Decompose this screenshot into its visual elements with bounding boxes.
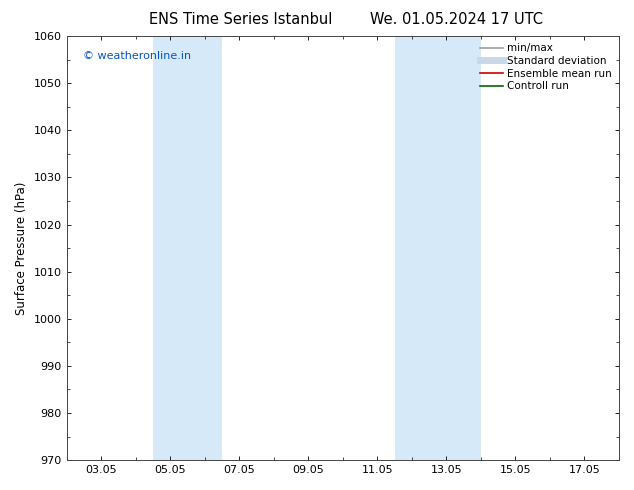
Bar [394,36,481,460]
Text: We. 01.05.2024 17 UTC: We. 01.05.2024 17 UTC [370,12,543,27]
Text: © weatheronline.in: © weatheronline.in [83,51,191,61]
Bar [153,36,222,460]
Text: ENS Time Series Istanbul: ENS Time Series Istanbul [149,12,333,27]
Legend: min/max, Standard deviation, Ensemble mean run, Controll run: min/max, Standard deviation, Ensemble me… [478,41,614,93]
Y-axis label: Surface Pressure (hPa): Surface Pressure (hPa) [15,181,28,315]
